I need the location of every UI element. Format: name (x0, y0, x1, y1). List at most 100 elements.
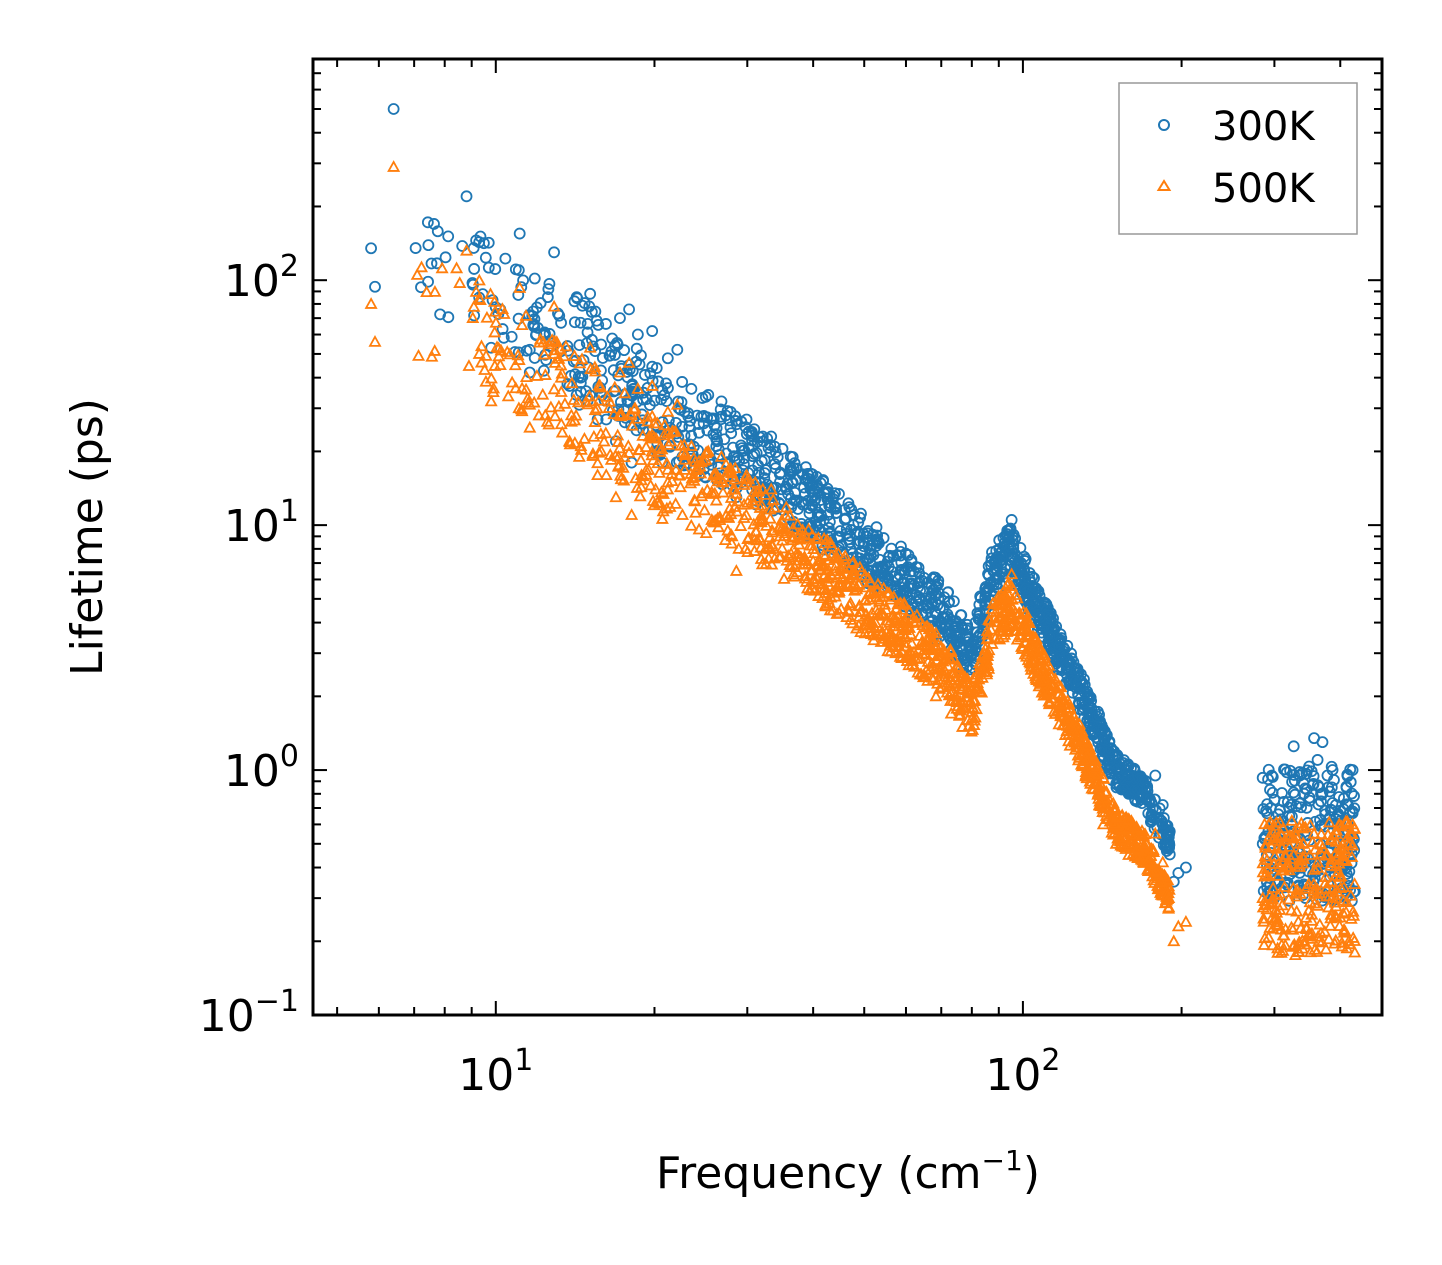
point-500K (847, 568, 861, 581)
point-500K (1271, 868, 1285, 881)
point-500K (1294, 842, 1308, 855)
x-axis-title-text: Frequency (cm (656, 1148, 982, 1199)
point-300K (505, 330, 518, 343)
point-500K (981, 646, 995, 658)
point-500K (602, 401, 616, 413)
point-500K (844, 613, 858, 625)
point-300K (1283, 801, 1295, 814)
point-300K (697, 417, 710, 430)
point-300K (541, 291, 554, 304)
point-300K (736, 444, 749, 457)
point-500K (1319, 942, 1333, 955)
point-500K (513, 281, 527, 293)
point-300K (871, 533, 883, 545)
point-300K (1346, 805, 1359, 818)
point-500K (661, 426, 675, 438)
legend-label-500k: 500K (1212, 166, 1316, 212)
point-500K (755, 557, 769, 570)
point-500K (1293, 887, 1307, 899)
point-500K (1010, 632, 1024, 645)
point-300K (769, 462, 782, 475)
point-500K (651, 456, 665, 469)
point-300K (434, 308, 447, 321)
point-300K (814, 494, 827, 506)
point-500K (709, 466, 723, 479)
point-500K (1010, 623, 1024, 636)
point-500K (600, 390, 614, 402)
point-300K (1289, 788, 1301, 801)
point-500K (925, 670, 939, 683)
point-500K (707, 468, 721, 481)
point-500K (1325, 874, 1339, 887)
point-300K (1156, 799, 1169, 811)
point-500K (1161, 901, 1176, 914)
point-300K (1266, 786, 1279, 799)
point-500K (472, 291, 486, 304)
point-500K (1336, 837, 1350, 850)
point-500K (1022, 642, 1036, 655)
point-300K (639, 369, 651, 381)
point-500K (904, 627, 918, 640)
y-tick-label-exp: 1 (280, 494, 299, 529)
point-500K (1311, 855, 1325, 868)
point-500K (530, 369, 544, 381)
point-300K (1152, 811, 1165, 824)
point-300K (517, 274, 529, 287)
point-300K (708, 419, 721, 432)
point-500K (734, 519, 748, 531)
point-500K (547, 382, 561, 395)
point-300K (548, 246, 560, 259)
point-300K (1105, 761, 1118, 774)
point-500K (893, 649, 907, 662)
point-500K (1054, 680, 1068, 693)
point-500K (754, 540, 768, 553)
point-300K (1053, 640, 1065, 653)
point-500K (992, 610, 1006, 622)
point-500K (564, 414, 578, 427)
point-500K (1346, 838, 1360, 851)
point-300K (691, 409, 704, 422)
point-300K (1110, 777, 1123, 790)
point-300K (1004, 522, 1017, 535)
point-500K (435, 261, 449, 274)
point-500K (590, 401, 604, 414)
point-300K (583, 300, 596, 313)
point-500K (715, 475, 729, 488)
point-500K (675, 508, 689, 520)
point-500K (968, 713, 982, 726)
point-500K (562, 434, 577, 447)
point-300K (985, 552, 998, 565)
y-tick-label: 100 (224, 739, 299, 797)
point-500K (611, 435, 625, 447)
point-300K (625, 389, 638, 402)
point-300K (887, 550, 900, 562)
point-500K (884, 625, 898, 638)
point-300K (631, 328, 644, 341)
point-500K (684, 476, 698, 489)
point-300K (834, 525, 847, 537)
point-500K (536, 387, 550, 400)
point-500K (783, 558, 797, 571)
point-500K (915, 646, 929, 659)
point-500K (1329, 868, 1343, 881)
point-500K (1283, 839, 1297, 852)
point-500K (706, 487, 720, 499)
point-500K (486, 385, 500, 398)
point-300K (466, 277, 479, 289)
point-500K (997, 589, 1011, 602)
point-500K (1329, 933, 1343, 946)
point-500K (1052, 694, 1066, 707)
point-300K (512, 264, 525, 277)
point-500K (1009, 588, 1023, 600)
point-500K (588, 360, 602, 373)
point-500K (785, 529, 799, 542)
point-300K (845, 503, 858, 516)
point-500K (804, 563, 818, 576)
point-500K (952, 709, 966, 721)
point-500K (953, 703, 967, 716)
point-500K (858, 626, 872, 639)
point-500K (1270, 905, 1284, 918)
point-500K (1042, 697, 1056, 710)
point-500K (1342, 934, 1356, 947)
point-500K (1260, 902, 1274, 915)
